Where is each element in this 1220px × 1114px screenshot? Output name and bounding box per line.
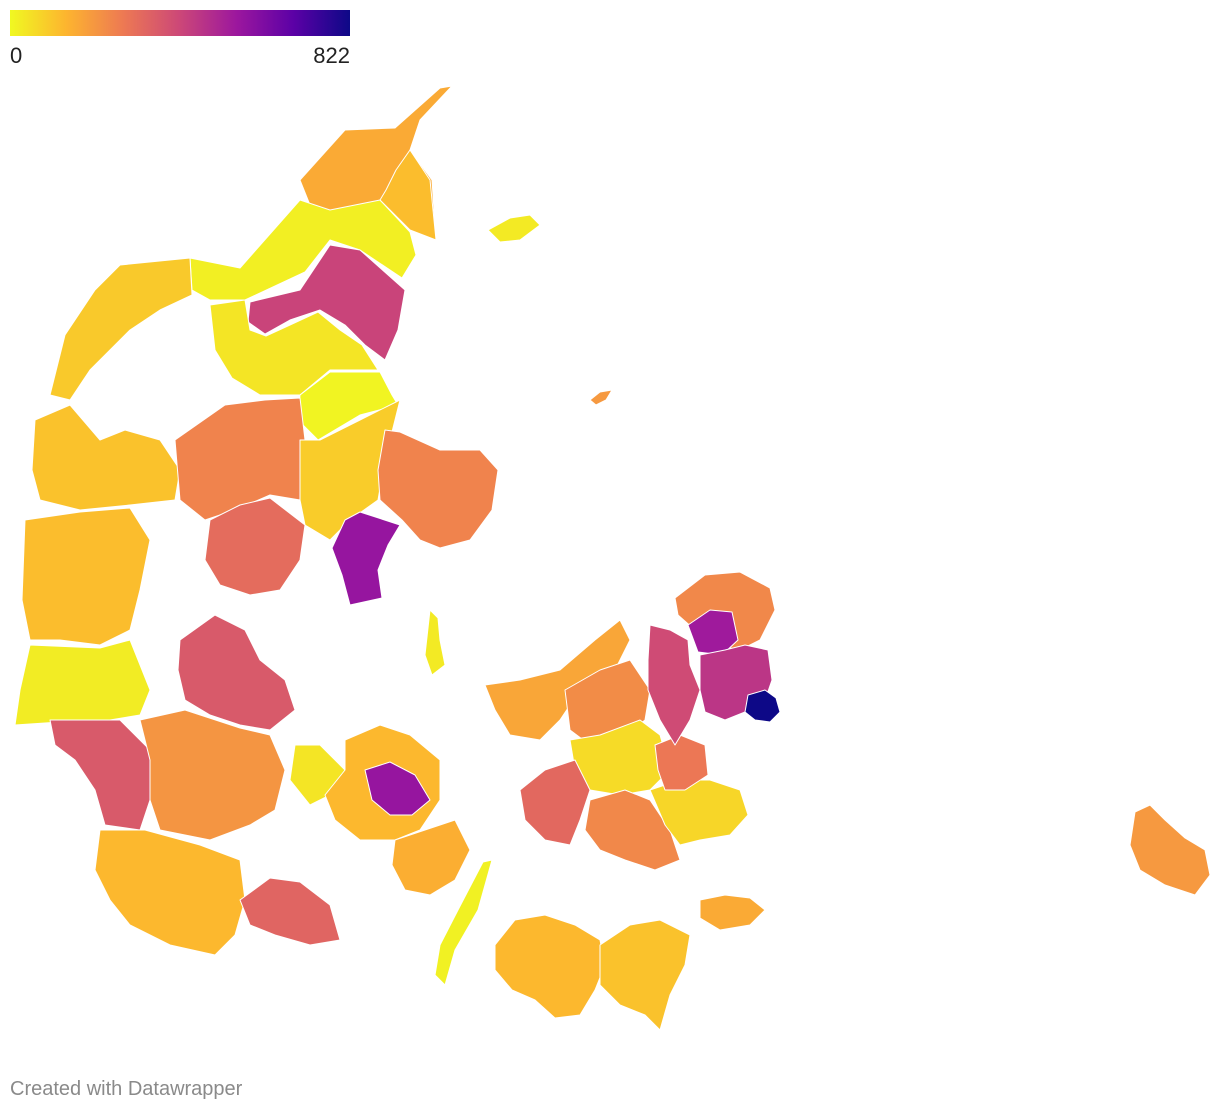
region-roskilde-area[interactable] [647, 624, 701, 746]
region-hillerod[interactable] [687, 609, 739, 656]
region-north-west-band[interactable] [189, 199, 417, 301]
region-funen-south[interactable] [391, 819, 471, 896]
region-djursland[interactable] [377, 429, 499, 549]
region-copenhagen[interactable] [744, 689, 781, 723]
region-north-east[interactable] [379, 149, 437, 241]
region-als[interactable] [239, 877, 341, 946]
region-west-jutland-north[interactable] [31, 404, 181, 511]
region-lolland[interactable] [494, 914, 606, 1019]
region-bornholm[interactable] [1129, 804, 1211, 896]
region-aarhus[interactable] [331, 511, 401, 606]
region-south-jutland[interactable] [94, 829, 246, 956]
region-langeland[interactable] [434, 859, 493, 986]
region-anholt[interactable] [589, 389, 613, 406]
region-esbjerg[interactable] [49, 719, 151, 831]
region-laeso[interactable] [487, 214, 541, 243]
color-legend: 0 822 [10, 10, 350, 69]
region-thy[interactable] [49, 257, 193, 401]
region-odense[interactable] [364, 761, 431, 816]
region-zealand-south-west[interactable] [519, 759, 591, 846]
region-vejle[interactable] [177, 614, 296, 731]
region-samso[interactable] [424, 609, 446, 676]
region-zealand-south[interactable] [584, 789, 681, 871]
region-north-jutland-mid[interactable] [209, 299, 379, 396]
region-falster[interactable] [599, 919, 691, 1031]
region-mid-jutland-west[interactable] [21, 507, 151, 646]
region-mid-jutland-east[interactable] [299, 399, 401, 541]
legend-max-label: 822 [313, 43, 350, 68]
region-mid-jutland-center[interactable] [174, 397, 306, 521]
region-limfjord-north[interactable] [247, 244, 406, 361]
legend-min-label: 0 [10, 43, 23, 68]
region-mid-jutland-south[interactable] [204, 497, 306, 596]
region-koge[interactable] [654, 734, 709, 791]
credit-text: Created with Datawrapper [10, 1078, 243, 1100]
region-mon[interactable] [699, 894, 766, 931]
region-south-west-coast[interactable] [14, 639, 151, 726]
legend-gradient-bar [10, 10, 350, 36]
region-south-jutland-east[interactable] [139, 709, 286, 841]
